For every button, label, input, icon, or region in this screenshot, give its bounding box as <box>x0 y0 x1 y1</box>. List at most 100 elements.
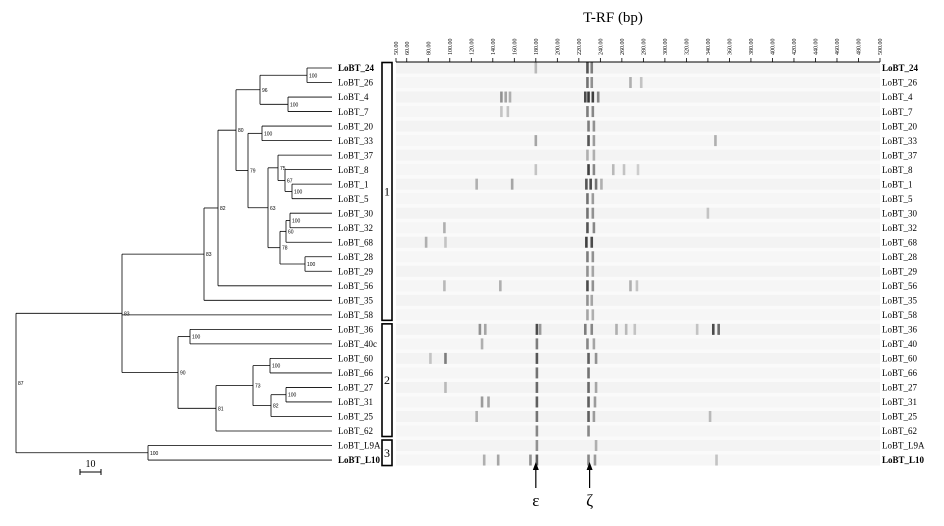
gel-lane <box>396 338 880 350</box>
gel-band <box>711 323 715 335</box>
gel-lane <box>396 236 880 248</box>
gel-band <box>586 222 589 234</box>
tree-taxon-label: LoBT_28 <box>338 252 373 262</box>
tree-taxon-label: LoBT_68 <box>338 237 373 247</box>
gel-band <box>591 265 595 277</box>
lane-label: LoBT_29 <box>882 266 917 276</box>
gel-band <box>475 178 478 190</box>
gel-lane <box>396 222 880 234</box>
tree-labels: LoBT_24 LoBT_26 LoBT_4 LoBT_7 LoBT_20 LoBT_33… <box>338 63 381 465</box>
axis-tick-label: 100.00 <box>448 39 454 56</box>
tree-taxon-label: LoBT_56 <box>338 281 373 291</box>
bootstrap-value: 73 <box>255 384 261 390</box>
gel-band <box>590 323 594 335</box>
lane-label: LoBT_26 <box>882 78 917 88</box>
tree-taxon-label: LoBT_36 <box>338 325 373 335</box>
lane-label: LoBT_4 <box>882 92 913 102</box>
gel-band <box>587 381 590 393</box>
bootstrap-value: 67 <box>287 179 293 185</box>
bootstrap-value: 100 <box>192 335 201 341</box>
lane-label: LoBT_27 <box>882 383 917 393</box>
bootstrap-value: 60 <box>288 229 294 235</box>
gel-lane <box>396 62 880 74</box>
gel-band <box>443 280 446 292</box>
gel-band <box>591 251 595 263</box>
bootstrap-value: 96 <box>262 88 268 94</box>
axis-tick-label: 50.00 <box>394 42 400 56</box>
gel-band <box>586 338 589 350</box>
gel-band <box>538 323 542 335</box>
gel-band <box>596 91 600 103</box>
gel-band <box>424 236 428 248</box>
gel-band <box>624 323 628 335</box>
tree-taxon-label: LoBT_7 <box>338 107 369 117</box>
marker-arrow-head <box>532 462 539 470</box>
gel-lane <box>396 425 880 437</box>
gel-band <box>592 135 596 147</box>
dendrogram: 1001009610010067751006010078637980828310… <box>15 67 332 461</box>
axis-tick-label: 180.00 <box>534 39 540 56</box>
gel-band <box>590 62 594 74</box>
tree-taxon-label: LoBT_30 <box>338 208 373 218</box>
gel-band <box>535 381 539 393</box>
lane-label: LoBT_66 <box>882 368 917 378</box>
gel-band <box>594 178 598 190</box>
tree-taxon-label: LoBT_31 <box>338 397 373 407</box>
lane-label: LoBT_58 <box>882 310 917 320</box>
tree-taxon-label: LoBT_5 <box>338 194 369 204</box>
gel-band <box>587 454 590 466</box>
tree-taxon-label: LoBT_L10 <box>338 455 381 465</box>
axis-tick-label: 500.00 <box>878 39 884 56</box>
gel-band <box>706 207 710 219</box>
axis-title: T-RF (bp) <box>583 10 643 26</box>
gel-band <box>500 106 503 118</box>
gel-lane <box>396 135 880 147</box>
gel-band <box>586 309 589 321</box>
gel-band <box>590 236 594 248</box>
axis-tick-label: 80.00 <box>426 42 432 56</box>
gel-band <box>587 352 590 364</box>
marker-label: ε <box>532 491 539 510</box>
gel-band <box>589 178 592 190</box>
tree-taxon-label: LoBT_L9A <box>338 441 381 451</box>
gel-lane <box>396 178 880 190</box>
gel-band <box>615 323 618 335</box>
gel-band <box>636 164 640 176</box>
gel-band <box>587 425 590 437</box>
lane-label: LoBT_5 <box>882 194 913 204</box>
gel-band <box>629 77 632 89</box>
gel-band <box>534 164 538 176</box>
lane-label: LoBT_1 <box>882 179 913 189</box>
tree-taxon-label: LoBT_24 <box>338 63 375 73</box>
gel-band <box>591 207 595 219</box>
lane-label: LoBT_40 <box>882 339 917 349</box>
axis-tick-label: 380.00 <box>749 39 755 56</box>
gel-band <box>594 381 598 393</box>
tree-taxon-label: LoBT_29 <box>338 266 373 276</box>
bootstrap-value: 82 <box>220 206 226 212</box>
gel-band <box>714 135 717 147</box>
gel-band <box>592 410 596 422</box>
gel-band <box>592 222 596 234</box>
gel-lane <box>396 294 880 306</box>
gel-band <box>611 164 615 176</box>
gel-lane <box>396 352 880 364</box>
axis-tick-label: 220.00 <box>577 39 583 56</box>
gel-band <box>586 62 589 74</box>
bootstrap-value: 100 <box>150 451 159 457</box>
axis-tick-label: 160.00 <box>512 39 518 56</box>
lane-label: LoBT_35 <box>882 296 917 306</box>
gel-lane <box>396 91 880 103</box>
axis-tick-label: 120.00 <box>469 39 475 56</box>
lane-label: LoBT_32 <box>882 223 917 233</box>
tree-taxon-label: LoBT_62 <box>338 426 373 436</box>
gel-band <box>587 164 590 176</box>
gel-band <box>622 164 626 176</box>
group-bracket <box>381 323 393 438</box>
lane-label: LoBT_L9A <box>882 441 925 451</box>
gel-band <box>600 178 603 190</box>
axis-tick-label: 440.00 <box>813 39 819 56</box>
gel-lane <box>396 149 880 161</box>
